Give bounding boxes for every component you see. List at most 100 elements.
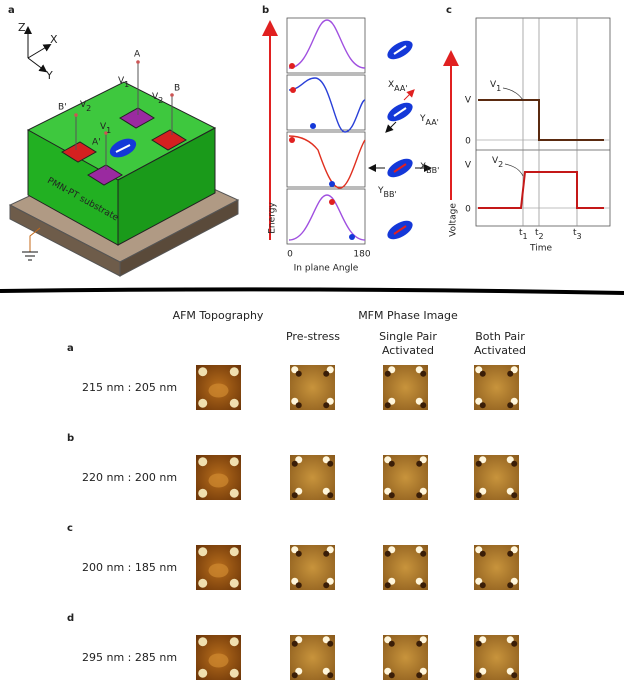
mfm-image [474,635,519,680]
mfm-image [383,635,428,680]
signal-v2 [478,172,604,208]
pole-dark [389,461,395,467]
island [230,637,239,646]
mfm-image [474,455,519,500]
center-feature [209,654,229,668]
pole-dark [323,551,329,557]
signal-v1 [478,100,604,140]
state-dot [349,234,355,240]
pole-dark [385,551,391,557]
level-label: V [465,96,472,106]
section-divider [0,289,624,293]
island [198,457,207,466]
center-feature [209,384,229,398]
energy-box [287,132,365,187]
axis [28,46,48,58]
column-header: Activated [474,344,526,357]
afm-image [196,455,241,500]
column-header: Both Pair [475,330,525,343]
header: AFM Topography [173,309,264,322]
pole-dark [296,371,302,377]
afm-image [196,635,241,680]
state-label: YAA' [419,114,439,128]
pole-dark [327,672,333,678]
panel-label: b [262,5,269,16]
island [230,457,239,466]
island [230,399,239,408]
pole-dark [420,371,426,377]
time-label: t1 [519,228,528,242]
column-header: Activated [382,344,434,357]
pole-dark [292,492,298,498]
island [198,547,207,556]
point-label: B [174,84,180,94]
signal-label: V2 [492,156,503,170]
afm-image [196,545,241,590]
point-label: B' [58,103,67,113]
pole-dark [507,371,513,377]
pole-dark [480,402,486,408]
axis-label: Voltage [449,203,459,237]
row-label: d [67,613,74,624]
time-label: t3 [573,228,582,242]
energy-curve [289,195,365,240]
pole-dark [480,371,486,377]
pole-dark [296,582,302,588]
probe-tip [136,60,140,64]
pole-dark [389,641,395,647]
center-feature [209,474,229,488]
island [198,399,207,408]
pole-dark [476,492,482,498]
row-size: 200 nm : 185 nm [82,561,177,574]
signal-label-sub: 1 [496,84,501,93]
panel-label: c [446,5,452,16]
pole-dark [327,461,333,467]
state-label-sub: BB' [426,166,439,175]
row-size: 220 nm : 200 nm [82,471,177,484]
state-dot [310,123,316,129]
panel-label: a [8,5,15,16]
state-dot [290,87,296,93]
center-feature [209,564,229,578]
row-label: a [67,343,74,354]
island [198,367,207,376]
pole-dark [476,641,482,647]
leader [503,88,523,100]
pole-dark [292,461,298,467]
ground [22,252,38,260]
island [230,367,239,376]
pole-dark [416,492,422,498]
pole-dark [511,492,517,498]
pole-dark [389,492,395,498]
afm-image [196,365,241,410]
energy-curve [289,20,365,68]
pole-dark [327,641,333,647]
state-dot [329,199,335,205]
axis-label: Z [18,21,26,34]
state-dot [329,181,335,187]
voltage-label-sub: 1 [106,126,111,135]
level-label: 0 [465,205,471,215]
tick-label: 180 [353,250,370,260]
stress-arrow [404,92,412,100]
voltage-label-sub: 2 [86,104,91,113]
pole-dark [385,582,391,588]
mfm-image [290,545,335,590]
pole-dark [327,492,333,498]
figure: aZXYPMN-PT substrateABB'A'V1V2V2V1bEnerg… [0,0,624,685]
pole-dark [420,402,426,408]
pole-dark [323,582,329,588]
point-label: A [134,50,141,60]
island [198,579,207,588]
row-label: c [67,523,73,534]
time-label-sub: 2 [539,232,544,241]
pole-dark [323,371,329,377]
state-label: XAA' [388,80,408,94]
axis-label: Y [45,69,53,82]
pole-dark [480,582,486,588]
column-header: Pre-stress [286,330,340,343]
island [198,489,207,498]
pole-dark [511,672,517,678]
energy-box [287,75,365,130]
time-label-sub: 1 [523,232,528,241]
